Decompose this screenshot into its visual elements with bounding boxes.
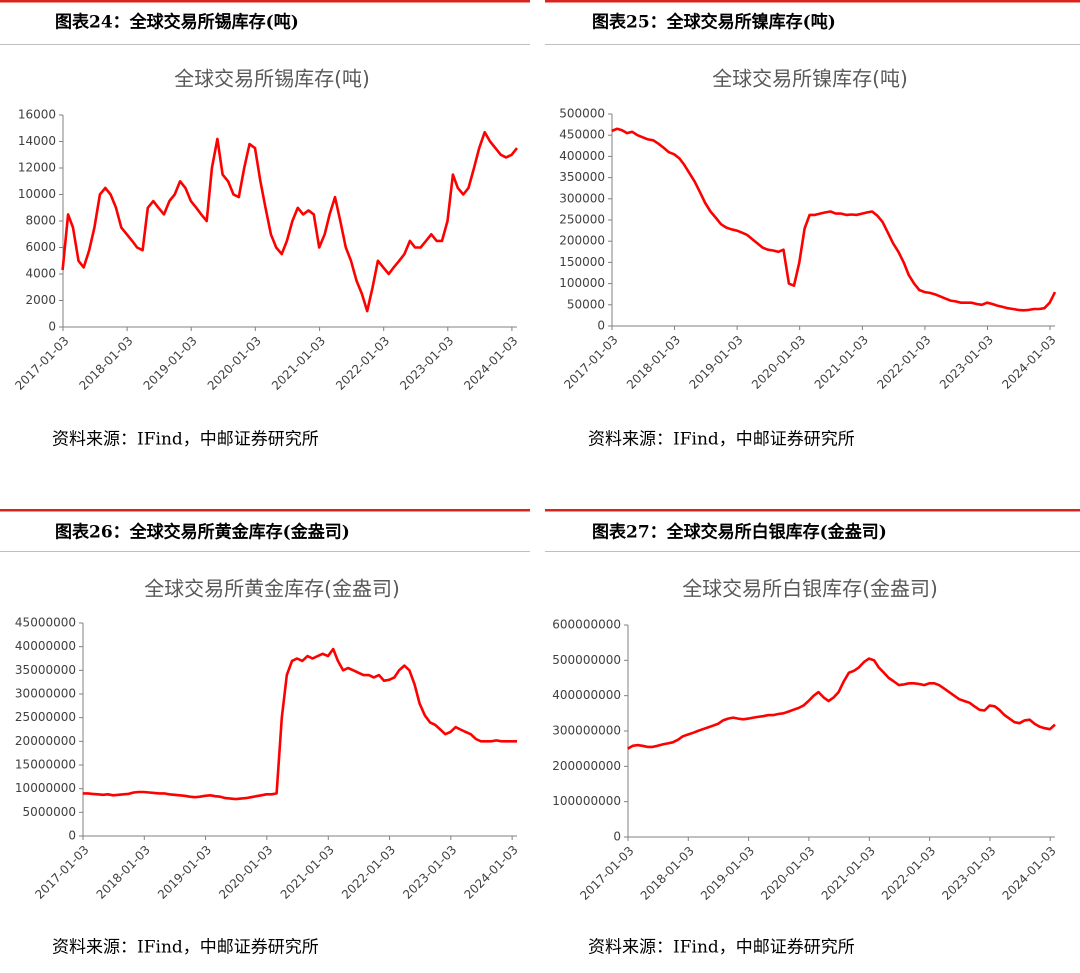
y-tick-label: 14000	[18, 134, 56, 148]
y-tick-label: 0	[68, 829, 76, 843]
caption-rule	[0, 44, 530, 45]
x-tick-label: 2017-01-03	[12, 334, 71, 393]
caption-rule	[0, 551, 530, 552]
x-tick-label: 2017-01-03	[32, 843, 91, 902]
y-tick-label: 12000	[18, 161, 56, 175]
x-tick-label: 2018-01-03	[638, 844, 697, 903]
y-tick-label: 5000000	[23, 805, 76, 819]
y-tick-label: 50000	[567, 297, 605, 311]
x-tick-label: 2020-01-03	[216, 843, 275, 902]
y-tick-label: 450000	[559, 128, 605, 142]
x-tick-label: 2022-01-03	[339, 843, 398, 902]
y-tick-label: 0	[597, 319, 605, 333]
y-tick-label: 400000000	[552, 688, 621, 702]
x-tick-label: 2024-01-03	[461, 334, 520, 393]
x-tick-label: 2021-01-03	[819, 844, 878, 903]
y-tick-label: 400000	[559, 149, 605, 163]
figure-caption: 图表25：全球交易所镍库存(吨)	[592, 12, 836, 33]
header-rule	[0, 509, 530, 512]
y-tick-label: 100000	[559, 276, 605, 290]
x-tick-label: 2018-01-03	[94, 843, 153, 902]
x-tick-label: 2021-01-03	[812, 333, 871, 392]
y-tick-label: 16000	[18, 108, 56, 122]
figure-source: 资料来源：IFind，中邮证券研究所	[52, 938, 319, 958]
figure-caption: 图表26：全球交易所黄金库存(金盎司)	[55, 522, 350, 543]
x-tick-label: 2020-01-03	[758, 844, 817, 903]
y-tick-label: 15000000	[15, 758, 76, 772]
header-rule	[545, 0, 1080, 3]
y-tick-label: 0	[48, 320, 56, 334]
y-tick-label: 250000	[559, 213, 605, 227]
figure-source: 资料来源：IFind，中邮证券研究所	[588, 938, 855, 958]
x-tick-label: 2022-01-03	[874, 333, 933, 392]
y-tick-label: 6000	[25, 240, 56, 254]
chart-title: 全球交易所锡库存(吨)	[174, 67, 370, 91]
y-tick-label: 45000000	[15, 616, 76, 630]
series-line	[82, 647, 517, 801]
x-tick-label: 2019-01-03	[686, 333, 745, 392]
y-tick-label: 0	[613, 830, 621, 844]
figure-source: 资料来源：IFind，中邮证券研究所	[52, 430, 319, 450]
y-tick-label: 300000	[559, 191, 605, 205]
figure-caption: 图表24：全球交易所锡库存(吨)	[55, 12, 299, 33]
y-tick-label: 200000	[559, 234, 605, 248]
x-tick-label: 2024-01-03	[999, 333, 1058, 392]
x-tick-label: 2020-01-03	[749, 333, 808, 392]
y-tick-label: 4000	[25, 267, 56, 281]
x-tick-label: 2021-01-03	[269, 334, 328, 393]
y-tick-label: 350000	[559, 170, 605, 184]
y-tick-label: 40000000	[15, 639, 76, 653]
x-tick-label: 2019-01-03	[698, 844, 757, 903]
header-rule	[545, 509, 1080, 512]
x-tick-label: 2017-01-03	[577, 844, 636, 903]
x-tick-label: 2018-01-03	[76, 334, 135, 393]
y-tick-label: 35000000	[15, 663, 76, 677]
y-tick-label: 10000000	[15, 781, 76, 795]
series-line	[61, 130, 519, 313]
x-tick-label: 2022-01-03	[333, 334, 392, 393]
y-tick-label: 10000	[18, 187, 56, 201]
x-tick-label: 2019-01-03	[155, 843, 214, 902]
x-tick-label: 2024-01-03	[462, 843, 521, 902]
caption-rule	[545, 44, 1080, 45]
y-tick-label: 500000	[559, 107, 605, 121]
x-tick-label: 2024-01-03	[1000, 844, 1059, 903]
y-tick-label: 8000	[25, 214, 56, 228]
series-line	[627, 657, 1056, 750]
y-tick-label: 25000000	[15, 710, 76, 724]
y-tick-label: 20000000	[15, 734, 76, 748]
x-tick-label: 2019-01-03	[141, 334, 200, 393]
header-rule	[0, 0, 530, 3]
y-tick-label: 600000000	[552, 618, 621, 632]
y-tick-label: 100000000	[552, 794, 621, 808]
figure-source: 资料来源：IFind，中邮证券研究所	[588, 430, 855, 450]
x-tick-label: 2023-01-03	[400, 843, 459, 902]
figure-caption: 图表27：全球交易所白银库存(金盎司)	[592, 522, 887, 543]
series-line	[611, 127, 1057, 312]
x-tick-label: 2018-01-03	[624, 333, 683, 392]
y-tick-label: 150000	[559, 255, 605, 269]
x-tick-label: 2022-01-03	[879, 844, 938, 903]
x-tick-label: 2023-01-03	[939, 844, 998, 903]
x-tick-label: 2021-01-03	[278, 843, 337, 902]
x-tick-label: 2023-01-03	[397, 334, 456, 393]
chart-title: 全球交易所镍库存(吨)	[712, 67, 908, 91]
y-tick-label: 2000	[25, 293, 56, 307]
x-tick-label: 2020-01-03	[205, 334, 264, 393]
caption-rule	[545, 551, 1080, 552]
y-tick-label: 200000000	[552, 759, 621, 773]
y-tick-label: 500000000	[552, 653, 621, 667]
x-tick-label: 2023-01-03	[937, 333, 996, 392]
y-tick-label: 300000000	[552, 724, 621, 738]
chart-title: 全球交易所白银库存(金盎司)	[682, 577, 938, 601]
y-tick-label: 30000000	[15, 687, 76, 701]
x-tick-label: 2017-01-03	[561, 333, 620, 392]
chart-title: 全球交易所黄金库存(金盎司)	[144, 577, 400, 601]
